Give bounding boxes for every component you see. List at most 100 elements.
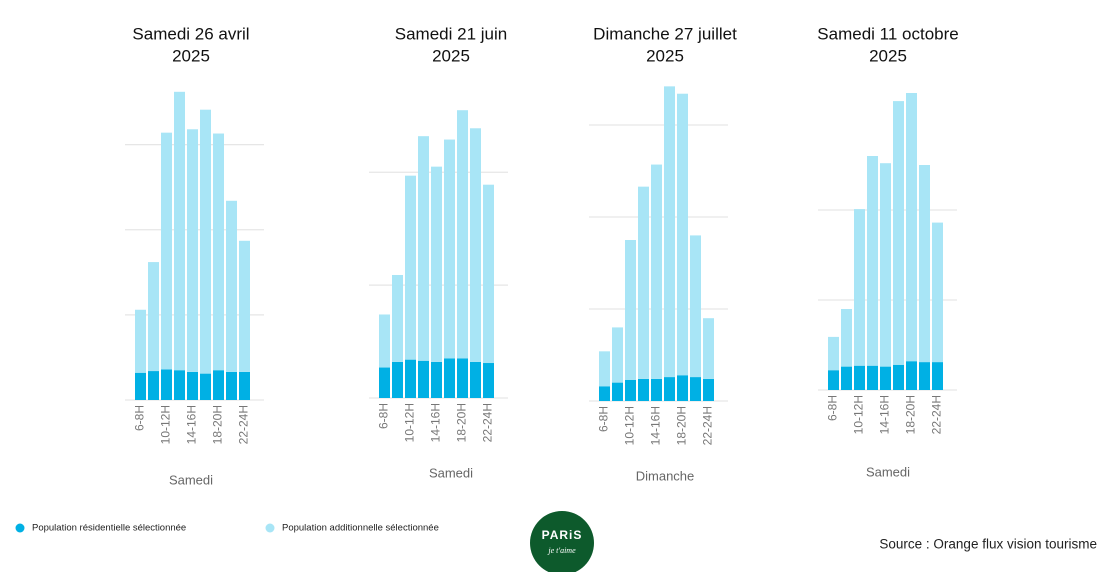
x-tick-label: 10-12H bbox=[159, 405, 173, 444]
bar-segment bbox=[893, 101, 904, 365]
bar-segment bbox=[599, 386, 610, 401]
bar-segment bbox=[906, 361, 917, 390]
x-tick-label: 18-20H bbox=[675, 406, 689, 445]
bar-segment bbox=[841, 366, 852, 390]
x-tick-label: 10-12H bbox=[403, 403, 417, 442]
bar-segment bbox=[483, 184, 494, 364]
x-axis-label: Samedi bbox=[429, 465, 473, 480]
bar-segment bbox=[599, 351, 610, 387]
bar-segment bbox=[148, 371, 159, 400]
bar-segment bbox=[932, 362, 943, 390]
chart-title: 2025 bbox=[646, 46, 684, 65]
chart-title: Samedi 26 avril bbox=[132, 24, 249, 43]
x-tick-label: 22-24H bbox=[237, 405, 251, 444]
bar-segment bbox=[880, 366, 891, 390]
x-tick-label: 14-16H bbox=[649, 406, 663, 445]
bar-segment bbox=[174, 91, 185, 371]
bar-segment bbox=[405, 175, 416, 360]
bar-segment bbox=[200, 373, 211, 400]
bar-segment bbox=[690, 235, 701, 378]
bar-segment bbox=[612, 327, 623, 383]
legend-swatch bbox=[15, 523, 25, 533]
x-tick-label: 14-16H bbox=[878, 395, 892, 434]
bar-segment bbox=[135, 309, 146, 373]
bar-segment bbox=[431, 166, 442, 362]
logo-name: PARiS bbox=[542, 528, 583, 542]
bar-segment bbox=[226, 200, 237, 372]
bar-segment bbox=[418, 136, 429, 361]
bar-segment bbox=[867, 365, 878, 390]
bar-segment bbox=[379, 314, 390, 368]
bar-segment bbox=[854, 209, 865, 366]
bar-segment bbox=[161, 132, 172, 370]
x-tick-label: 22-24H bbox=[481, 403, 495, 442]
x-tick-label: 14-16H bbox=[185, 405, 199, 444]
bar-segment bbox=[625, 240, 636, 380]
logo-tagline: je t'aime bbox=[547, 546, 576, 555]
bar-segment bbox=[379, 367, 390, 398]
chart-title: 2025 bbox=[432, 46, 470, 65]
x-tick-label: 6-8H bbox=[826, 395, 840, 421]
bar-segment bbox=[828, 370, 839, 390]
bar-segment bbox=[828, 336, 839, 371]
bar-segment bbox=[651, 378, 662, 401]
legend-label: Population résidentielle sélectionnée bbox=[32, 523, 186, 534]
bar-segment bbox=[880, 163, 891, 367]
bar-segment bbox=[612, 382, 623, 401]
bar-segment bbox=[919, 362, 930, 390]
chart-title: Samedi 11 octobre bbox=[817, 24, 958, 43]
bar-segment bbox=[625, 379, 636, 401]
x-tick-label: 10-12H bbox=[852, 395, 866, 434]
bar-segment bbox=[239, 240, 250, 372]
bar-segment bbox=[148, 262, 159, 372]
bar-segment bbox=[483, 363, 494, 398]
x-axis-label: Samedi bbox=[866, 464, 910, 479]
x-tick-label: 22-24H bbox=[930, 395, 944, 434]
bar-segment bbox=[187, 129, 198, 372]
bar-segment bbox=[418, 360, 429, 398]
bar-segment bbox=[135, 372, 146, 400]
x-axis-label: Samedi bbox=[169, 472, 213, 487]
bar-segment bbox=[703, 318, 714, 379]
x-tick-label: 6-8H bbox=[133, 405, 147, 431]
bar-segment bbox=[213, 133, 224, 371]
bar-segment bbox=[677, 93, 688, 376]
x-tick-label: 18-20H bbox=[455, 403, 469, 442]
bar-segment bbox=[457, 358, 468, 398]
source: Source : Orange flux vision tourisme bbox=[879, 537, 1097, 552]
bar-segment bbox=[213, 370, 224, 400]
bar-segment bbox=[932, 222, 943, 363]
bar-segment bbox=[457, 110, 468, 359]
bar-segment bbox=[405, 359, 416, 398]
bar-segment bbox=[444, 358, 455, 398]
bar-segment bbox=[161, 369, 172, 400]
bar-segment bbox=[664, 86, 675, 378]
bar-segment bbox=[638, 378, 649, 401]
bar-segment bbox=[226, 371, 237, 400]
legend-swatch bbox=[265, 523, 275, 533]
bar-segment bbox=[854, 365, 865, 390]
bar-segment bbox=[431, 361, 442, 398]
x-tick-label: 18-20H bbox=[904, 395, 918, 434]
bar-segment bbox=[867, 156, 878, 366]
x-tick-label: 6-8H bbox=[377, 403, 391, 429]
bar-segment bbox=[392, 274, 403, 362]
logo bbox=[530, 511, 594, 572]
x-tick-label: 10-12H bbox=[623, 406, 637, 445]
bar-segment bbox=[651, 164, 662, 379]
chart-title: 2025 bbox=[869, 46, 907, 65]
bar-segment bbox=[677, 375, 688, 401]
x-tick-label: 6-8H bbox=[597, 406, 611, 432]
chart-title: Dimanche 27 juillet bbox=[593, 24, 737, 43]
bar-segment bbox=[200, 109, 211, 374]
bar-segment bbox=[690, 377, 701, 401]
bar-segment bbox=[906, 93, 917, 362]
bar-segment bbox=[470, 128, 481, 362]
x-tick-label: 14-16H bbox=[429, 403, 443, 442]
bar-segment bbox=[841, 309, 852, 367]
bar-segment bbox=[703, 378, 714, 401]
bar-segment bbox=[919, 165, 930, 363]
bar-segment bbox=[239, 371, 250, 400]
x-tick-label: 18-20H bbox=[211, 405, 225, 444]
